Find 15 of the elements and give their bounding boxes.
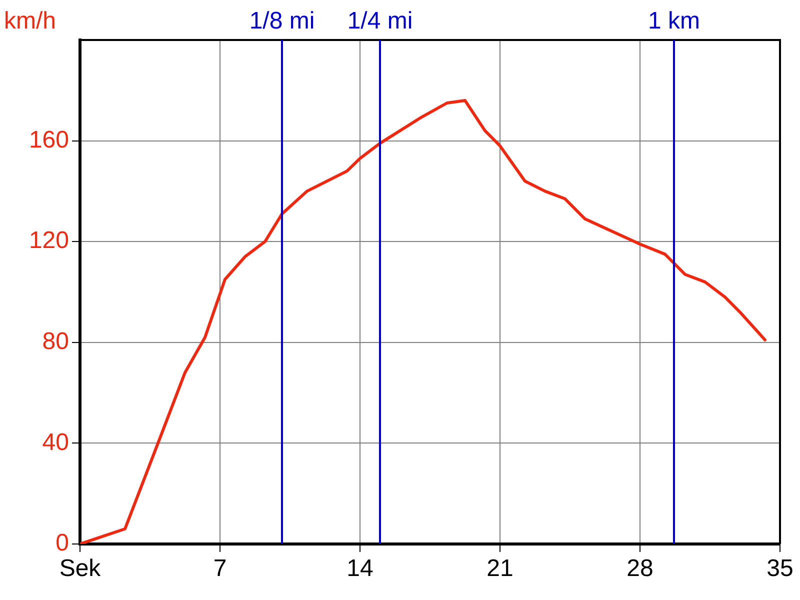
x-tick-label: Sek — [59, 555, 102, 582]
x-tick-label: 35 — [766, 555, 794, 582]
x-tick-label: 21 — [486, 555, 514, 582]
y-tick-label: 120 — [28, 227, 69, 254]
x-tick-label: 28 — [626, 555, 654, 582]
y-tick-label: 40 — [42, 428, 69, 456]
x-tick-label: 14 — [346, 555, 374, 582]
y-tick-label: 160 — [28, 126, 69, 154]
ref-line-label: 1/8 mi — [249, 8, 315, 35]
ref-line-label: 1/4 mi — [347, 8, 413, 35]
ref-line-label: 1 km — [648, 8, 700, 35]
y-tick-label: 80 — [42, 328, 69, 356]
x-tick-label: 7 — [213, 555, 227, 582]
y-axis-title: km/h — [4, 8, 56, 35]
y-tick-label: 0 — [56, 530, 69, 557]
